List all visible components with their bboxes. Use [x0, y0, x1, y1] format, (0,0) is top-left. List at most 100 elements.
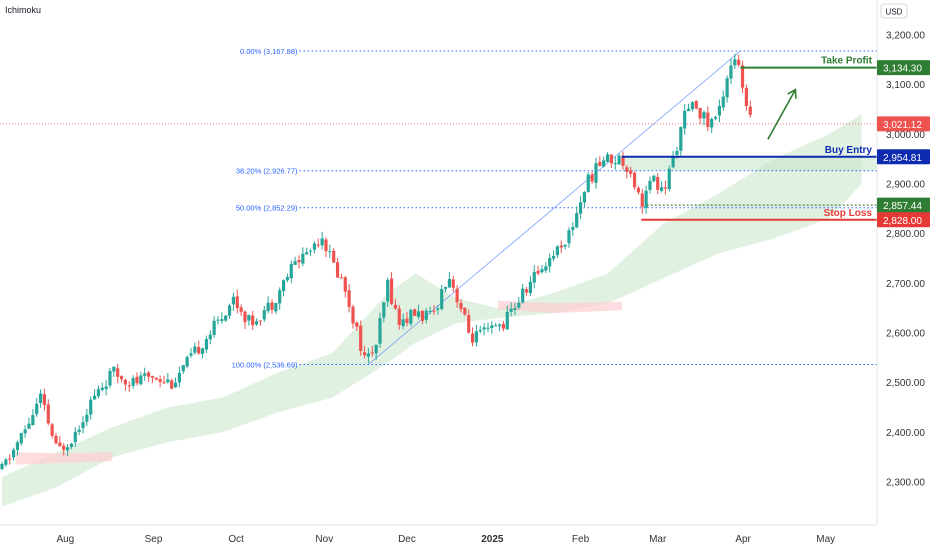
candle-up	[104, 386, 108, 390]
x-tick-label: 2025	[481, 534, 504, 545]
candle-up	[177, 372, 182, 383]
currency-badge[interactable]	[880, 3, 908, 19]
candle-up	[254, 321, 259, 325]
candle-down	[332, 250, 336, 263]
x-tick-label: Dec	[398, 534, 416, 545]
price-axis[interactable]: 3,200.00 3,100.00 3,000.00 2,900.00 2,800.00…	[876, 0, 930, 525]
candle-down	[335, 262, 340, 278]
x-tick-label: Sep	[145, 534, 163, 545]
candle-down	[740, 65, 745, 88]
candle-down	[251, 315, 255, 326]
candle-up	[690, 102, 695, 110]
candle-down	[698, 107, 702, 119]
candle-down	[54, 435, 58, 444]
candle-up	[416, 311, 421, 317]
candle-up	[671, 155, 675, 168]
candle-up	[65, 447, 70, 451]
candle-up	[440, 288, 444, 309]
candle-down	[536, 270, 540, 274]
candle-down	[629, 170, 633, 174]
candle-down	[150, 376, 155, 378]
candle-down	[467, 315, 471, 333]
candle-up	[227, 305, 232, 316]
y-tick-label: 2,900.00	[886, 180, 925, 191]
candle-down	[146, 372, 151, 377]
candle-up	[729, 65, 733, 79]
candle-up	[69, 443, 74, 447]
level-label-take-profit: Take Profit	[821, 56, 873, 67]
candle-up	[486, 327, 490, 329]
candle-up	[386, 279, 390, 302]
candle-up	[320, 238, 324, 246]
level-label-buy-entry: Buy Entry	[825, 145, 873, 156]
candle-up	[216, 319, 220, 321]
candle-down	[706, 112, 710, 127]
candle-up	[11, 449, 16, 458]
candle-down	[50, 424, 54, 436]
candle-up	[247, 314, 251, 321]
candle-up	[23, 429, 27, 434]
candle-up	[366, 353, 371, 357]
candle-up	[733, 59, 737, 66]
candle-up	[231, 296, 236, 305]
candle-down	[636, 187, 641, 193]
candle-up	[328, 251, 332, 253]
candle-up	[578, 202, 583, 214]
candle-up	[509, 308, 513, 312]
candle-down	[362, 352, 367, 356]
buy-entry-zone	[621, 156, 877, 171]
candle-up	[497, 324, 502, 327]
candle-up	[490, 325, 494, 329]
candle-down	[116, 368, 120, 377]
candle-down	[62, 445, 66, 450]
candle-down	[737, 59, 741, 65]
candle-up	[424, 310, 428, 320]
y-tick-label: 2,500.00	[886, 378, 925, 389]
candle-up	[555, 246, 560, 256]
candle-down	[632, 172, 637, 188]
candle-up	[96, 389, 101, 397]
candle-down	[351, 306, 355, 324]
candle-down	[413, 309, 417, 317]
candle-up	[494, 325, 498, 327]
level-swing-badge-label: 2,857.44	[883, 201, 922, 212]
candle-up	[262, 310, 266, 320]
candle-down	[397, 308, 401, 325]
candle-up	[35, 403, 39, 415]
y-tick-label: 2,600.00	[886, 329, 925, 340]
candle-up	[285, 276, 290, 281]
candle-down	[8, 458, 12, 460]
candle-up	[571, 226, 575, 230]
candle-up	[15, 442, 20, 450]
candle-up	[92, 395, 97, 400]
y-tick-label: 2,700.00	[886, 279, 925, 290]
candle-down	[347, 290, 351, 307]
y-tick-label: 2,800.00	[886, 229, 925, 240]
candle-up	[139, 375, 143, 385]
trade-levels: Take Profit Buy Entry Stop Loss	[621, 56, 877, 221]
candle-down	[154, 377, 158, 380]
candle-up	[482, 327, 486, 330]
candle-up	[289, 263, 293, 279]
candle-up	[686, 108, 691, 112]
candle-down	[197, 346, 201, 354]
y-tick-label: 3,200.00	[886, 31, 925, 42]
candle-up	[563, 244, 567, 247]
candle-up	[548, 257, 552, 267]
candle-down	[559, 245, 563, 248]
candle-down	[744, 87, 749, 106]
candle-up	[401, 319, 405, 327]
candle-up	[305, 252, 309, 255]
current-price-badge	[877, 116, 930, 132]
candle-down	[355, 322, 359, 327]
candle-up	[200, 348, 205, 354]
time-axis[interactable]: Aug Sep Oct Nov Dec 2025 Feb Mar Apr May	[0, 524, 877, 545]
candle-down	[162, 382, 166, 384]
candle-down	[158, 379, 162, 383]
candle-down	[459, 302, 463, 310]
candle-down	[316, 244, 320, 246]
candle-down	[590, 174, 594, 182]
candle-down	[359, 325, 363, 351]
candle-up	[19, 433, 23, 444]
